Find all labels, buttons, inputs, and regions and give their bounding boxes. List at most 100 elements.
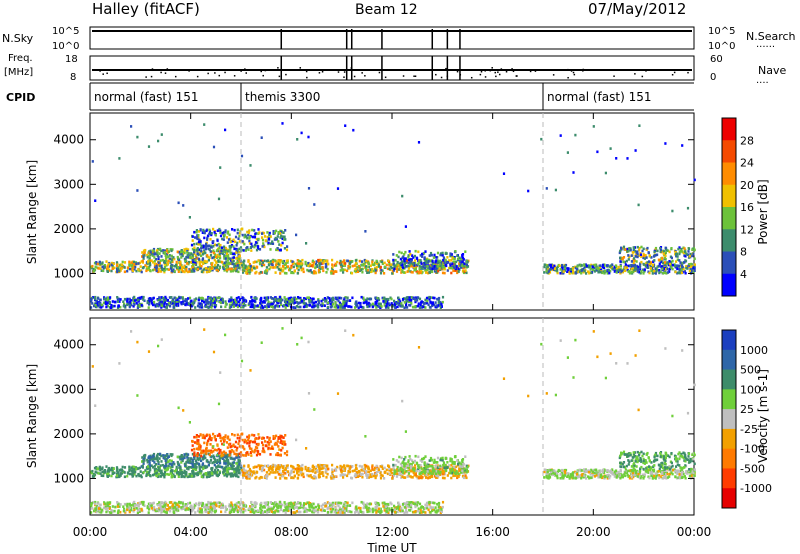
nave-point [262, 74, 264, 77]
nave-point [285, 73, 287, 76]
power-cell [206, 238, 209, 241]
velocity-cell [218, 432, 221, 436]
power-cell [547, 264, 550, 267]
velocity-cell [128, 465, 131, 469]
power-cell [276, 235, 279, 238]
velocity-cell [198, 465, 201, 468]
power-cell [204, 244, 207, 248]
power-cell [215, 255, 218, 259]
power-cell [270, 305, 273, 308]
velocity-cell [163, 471, 167, 474]
power-cell [568, 272, 571, 275]
power-cell [449, 264, 452, 267]
power-cell [354, 259, 357, 262]
power-cell [419, 303, 422, 307]
power-cell [244, 233, 247, 237]
velocity-cell [137, 473, 140, 476]
power-cell [546, 265, 549, 269]
power-cell [300, 131, 303, 135]
power-cell [157, 255, 160, 259]
nsky-tick-bottom: 10^0 [52, 41, 79, 52]
power-cell [208, 230, 212, 233]
power-cell [638, 265, 642, 268]
power-cell [413, 254, 416, 258]
power-cell [142, 266, 145, 269]
velocity-cell [191, 470, 194, 474]
power-cell [286, 261, 289, 264]
power-cell [410, 261, 413, 265]
power-cell [196, 247, 199, 250]
power-cell [636, 245, 639, 249]
power-cell [160, 255, 163, 258]
velocity-cell [237, 475, 240, 479]
power-cell [442, 259, 445, 262]
power-cell [462, 267, 465, 270]
power-cell [157, 139, 160, 143]
power-cell [146, 301, 149, 304]
velocity-cell [208, 461, 211, 464]
power-cell [229, 259, 233, 262]
power-cell [293, 296, 297, 300]
power-cell [159, 270, 162, 273]
nave-point [99, 70, 101, 72]
velocity-cell [391, 477, 394, 480]
power-cell [683, 250, 687, 253]
power-cell [138, 296, 141, 300]
power-cell [361, 270, 364, 274]
power-cell [453, 266, 456, 270]
power-cell [187, 260, 191, 264]
velocity-cell [263, 464, 266, 468]
power-cell [242, 299, 245, 302]
power-cell [159, 301, 162, 305]
power-cell [226, 252, 229, 256]
velocity-cell [202, 473, 205, 477]
power-cell [424, 250, 427, 253]
nsearch-label: N.Search [746, 30, 796, 43]
velocity-cell [231, 461, 234, 465]
power-cell [287, 304, 290, 308]
velocity-cell [231, 467, 234, 471]
power-cell [448, 259, 451, 262]
nave-point [343, 71, 346, 73]
power-cell [446, 261, 449, 264]
velocity-cell [223, 439, 226, 442]
power-cell [379, 266, 382, 269]
power-cell [401, 260, 404, 263]
power-cell [580, 264, 583, 267]
power-cell [254, 267, 257, 270]
power-cell [642, 262, 645, 266]
velocity-cell [292, 476, 295, 480]
velocity-cell [217, 460, 220, 464]
velocity-cell [93, 466, 97, 470]
power-cell [313, 304, 316, 308]
nave-point [353, 75, 356, 78]
power-cell [161, 302, 164, 306]
velocity-cell [220, 454, 223, 458]
power-cell [130, 264, 133, 267]
power-cell [236, 228, 239, 232]
velocity-cell [191, 458, 194, 462]
power-cell [400, 271, 403, 274]
power-cell [241, 264, 244, 267]
power-cell [110, 261, 114, 265]
power-cell [134, 265, 137, 269]
power-cell [196, 248, 199, 252]
power-cell [230, 244, 234, 247]
power-cell [171, 269, 174, 273]
power-cell [267, 263, 270, 267]
power-cell [274, 263, 278, 267]
power-cell [98, 260, 101, 264]
power-cell [658, 262, 661, 266]
velocity-cell [180, 454, 183, 457]
velocity-cell [420, 465, 423, 469]
power-cell [221, 299, 224, 303]
power-cell [205, 242, 208, 246]
velocity-cell [157, 472, 160, 476]
power-cell [282, 259, 286, 263]
power-cell [429, 306, 432, 309]
power-cell [645, 261, 648, 265]
power-cell [427, 258, 430, 262]
velocity-cell [261, 450, 264, 453]
power-cell [278, 297, 281, 301]
power-cell [299, 266, 302, 269]
